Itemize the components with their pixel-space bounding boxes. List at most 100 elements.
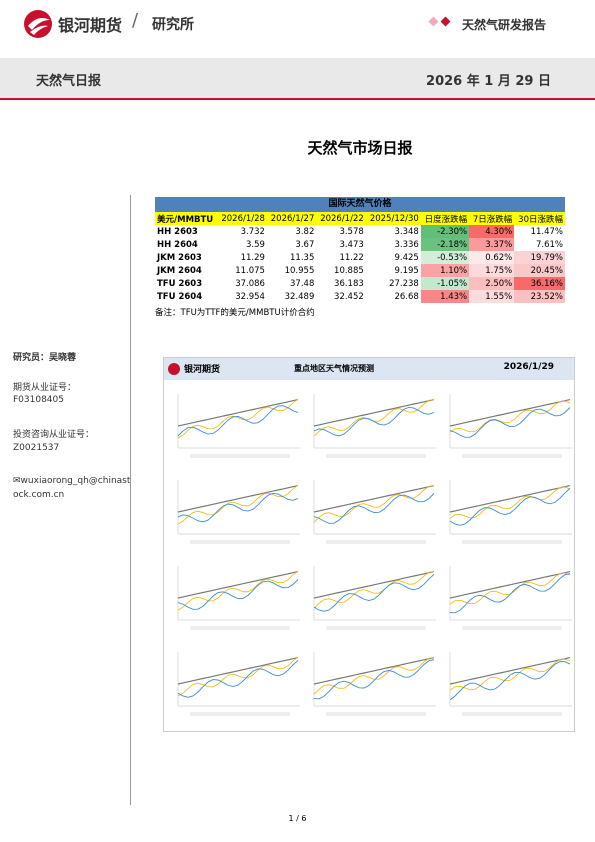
price-table: 国际天然气价格 美元/MMBTU 2026/1/28 2026/1/27 2026/1… [155,197,565,318]
cell: 10.955 [284,265,315,276]
license-label: 期货从业证号： [13,383,77,393]
mini-chart [313,566,436,630]
row-label: TFU 2604 [157,291,203,302]
consult-label: 投资咨询从业证号： [13,430,95,440]
cell: 3.348 [394,226,419,237]
cell: 1.10% [420,264,470,277]
table-row: HH 2603 3.732 3.82 3.578 3.348 -2.30% 4.30% 11.… [155,225,565,238]
table-row: TFU 2603 37.086 37.48 36.183 27.238 -1.05% 2.5… [155,277,565,290]
cell: 3.82 [295,226,315,237]
cell: 11.22 [339,252,364,263]
license: F03108405 [13,395,64,405]
column-header: 2025/12/30 [369,213,419,224]
cell: 3.336 [394,239,419,250]
mini-chart [449,566,572,630]
column-header: 30日涨跌幅 [518,214,563,225]
cell: 10.885 [334,265,364,276]
cell: 32.954 [235,291,265,302]
column-header: 7日涨跌幅 [472,214,513,225]
cell: 9.195 [394,265,419,276]
column-header: 2026/1/28 [221,213,265,224]
row-label: JKM 2603 [157,252,202,263]
email: ✉wuxiaorong_qh@chinastock.com.cn [13,476,131,500]
mini-chart [449,394,572,458]
header-row: 美元/MMBTU 2026/1/28 2026/1/27 2026/1/22 2025/… [155,212,565,225]
banner [0,58,595,100]
row-label: TFU 2603 [157,278,203,289]
analyst: 研究员：吴晓蓉 [13,353,77,363]
banner-title: 天然气日报 [36,74,102,89]
column-header: 2026/1/27 [270,213,315,224]
cell: 3.37% [469,238,515,251]
table-row: TFU 2604 32.954 32.489 32.452 26.68 1.43% 1.55… [155,290,565,303]
table-note: 备注：TFU为TTF的美元/MMBTU计价合约 [155,308,315,318]
cell: 3.59 [246,239,265,250]
slash: / [132,10,139,31]
cell: 11.47% [530,226,563,237]
table-row: JKM 2604 11.075 10.955 10.885 9.195 1.10% 1.75… [155,264,565,277]
cell: 37.48 [290,278,315,289]
cell: 3.67 [295,239,315,250]
table-row: JKM 2603 11.29 11.35 11.22 9.425 -0.53% 0.62% 1… [155,251,565,264]
mini-chart [313,394,436,458]
mini-chart [177,394,300,458]
table: 美元/MMBTU 2026/1/28 2026/1/27 2026/1/22 2025/… [155,212,565,303]
cell: 3.473 [339,239,364,250]
cell: 11.35 [290,252,315,263]
row-label: JKM 2604 [157,265,202,276]
cell: 20.45% [514,264,565,277]
cell: 1.55% [469,290,515,303]
cell: 36.183 [334,278,364,289]
cell: 23.52% [514,290,565,303]
cell: 4.30% [469,225,515,238]
cell: 32.489 [284,291,315,302]
page-title: 天然气市场日报 [307,139,413,157]
cell: 27.238 [389,278,419,289]
cell: 2.50% [469,277,515,290]
logo [24,10,52,38]
weather-figure: 银河期货 重点地区天气情况预测 2026/1/29 [163,357,575,732]
mini-chart [177,652,300,716]
cell: 7.61% [535,239,563,250]
cell: -0.53% [420,251,470,264]
mini-chart [449,652,572,716]
row-label: HH 2603 [157,226,198,237]
table-row: HH 2604 3.59 3.67 3.473 3.336 -2.18% 3.37% 7.61… [155,238,565,251]
cell: 0.62% [469,251,515,264]
cell: 32.452 [334,291,364,302]
column-header: 日度涨跌幅 [424,214,468,225]
cell: 1.75% [469,264,515,277]
mini-chart [313,480,436,544]
figure-brand: 银河期货 [184,365,221,375]
table-title: 国际天然气价格 [155,197,565,212]
cell: 11.29 [240,252,265,263]
cell: 1.43% [420,290,470,303]
figure-date: 2026/1/29 [503,362,554,372]
cell: 37.086 [235,278,265,289]
cell: 36.16% [514,277,565,290]
consult: Z0021537 [13,443,60,453]
cell: 9.425 [394,252,419,263]
cell: 3.578 [339,226,364,237]
brand: 银河期货 [58,16,123,35]
mini-chart [449,480,572,544]
mini-chart [177,480,300,544]
cell: -2.18% [420,238,470,251]
email-text: wuxiaorong_qh@chinastock.com.cn [13,476,131,500]
mini-chart [177,566,300,630]
column-header: 2026/1/22 [320,213,364,224]
banner-date: 2026 年 1 月 29 日 [426,74,551,89]
column-header: 美元/MMBTU [157,214,214,225]
page-number: 1 / 6 [288,814,307,823]
cell: 3.732 [240,226,265,237]
cell: -1.05% [420,277,470,290]
cell: 11.075 [235,265,265,276]
report-type: 天然气研发报告 [462,18,547,32]
mini-chart [313,652,436,716]
cell: 19.79% [514,251,565,264]
divider [130,195,131,805]
row-label: HH 2604 [157,239,198,250]
dept: 研究所 [152,17,194,33]
cell: -2.30% [420,225,470,238]
diamonds [428,16,451,27]
